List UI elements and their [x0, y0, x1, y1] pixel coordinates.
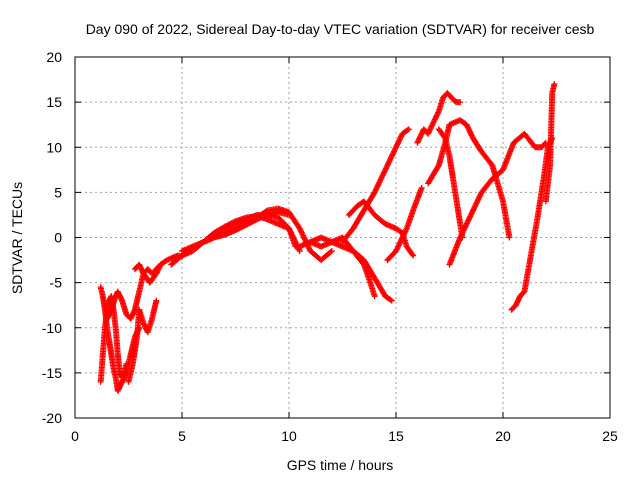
series-arc-3 — [104, 261, 164, 322]
y-tick-labels: -20 -15 -10 -5 0 5 10 15 20 — [42, 49, 62, 426]
data-point — [371, 293, 378, 300]
x-tick-labels: 0 5 10 15 20 25 — [71, 428, 618, 444]
y-tick-label: -5 — [50, 275, 63, 291]
data-point — [551, 81, 558, 88]
data-point — [388, 297, 395, 304]
grid-lines — [75, 57, 610, 418]
x-tick-label: 10 — [281, 428, 297, 444]
series-arc-18 — [446, 130, 549, 268]
x-tick-label: 25 — [602, 428, 618, 444]
series-arc-15 — [414, 90, 464, 146]
data-point — [153, 297, 160, 304]
y-tick-label: 20 — [46, 49, 62, 65]
series-arc-4 — [125, 297, 160, 385]
data-point — [418, 184, 425, 191]
data-point — [409, 251, 416, 258]
series-arc-20 — [542, 81, 558, 205]
x-tick-label: 5 — [178, 428, 186, 444]
data-point — [435, 163, 442, 170]
series-arc-11 — [307, 234, 378, 300]
y-tick-label: 5 — [54, 184, 62, 200]
y-tick-label: -15 — [42, 365, 62, 381]
y-tick-label: -10 — [42, 320, 62, 336]
data-point — [441, 133, 448, 140]
x-axis-label: GPS time / hours — [287, 457, 394, 473]
data-point — [457, 99, 464, 106]
series-arc-16 — [425, 117, 513, 241]
y-axis-label: SDTVAR / TECUs — [9, 182, 25, 294]
data-point — [404, 127, 411, 134]
data-point — [506, 234, 513, 241]
x-tick-label: 20 — [495, 428, 511, 444]
x-tick-label: 15 — [388, 428, 404, 444]
data-points — [97, 81, 558, 394]
series-arc-12 — [339, 126, 412, 246]
y-tick-label: 10 — [46, 139, 62, 155]
x-tick-label: 0 — [71, 428, 79, 444]
plot-frame — [74, 56, 611, 419]
data-point — [328, 248, 335, 255]
series-arc-19 — [508, 135, 556, 313]
series-arc-14 — [384, 184, 425, 264]
series-arc-13 — [345, 198, 417, 259]
y-tick-label: -20 — [42, 410, 62, 426]
data-point — [327, 249, 334, 256]
y-tick-label: 15 — [46, 94, 62, 110]
series-arc-17 — [435, 126, 466, 241]
chart-title: Day 090 of 2022, Sidereal Day-to-day VTE… — [86, 21, 595, 37]
data-point — [263, 208, 270, 215]
data-point — [520, 289, 527, 296]
data-point — [387, 296, 394, 303]
series-arc-9 — [200, 205, 335, 264]
data-point — [541, 140, 548, 147]
data-point — [405, 126, 412, 133]
data-point — [410, 252, 417, 259]
y-tick-label: 0 — [54, 230, 62, 246]
data-point — [231, 218, 238, 225]
